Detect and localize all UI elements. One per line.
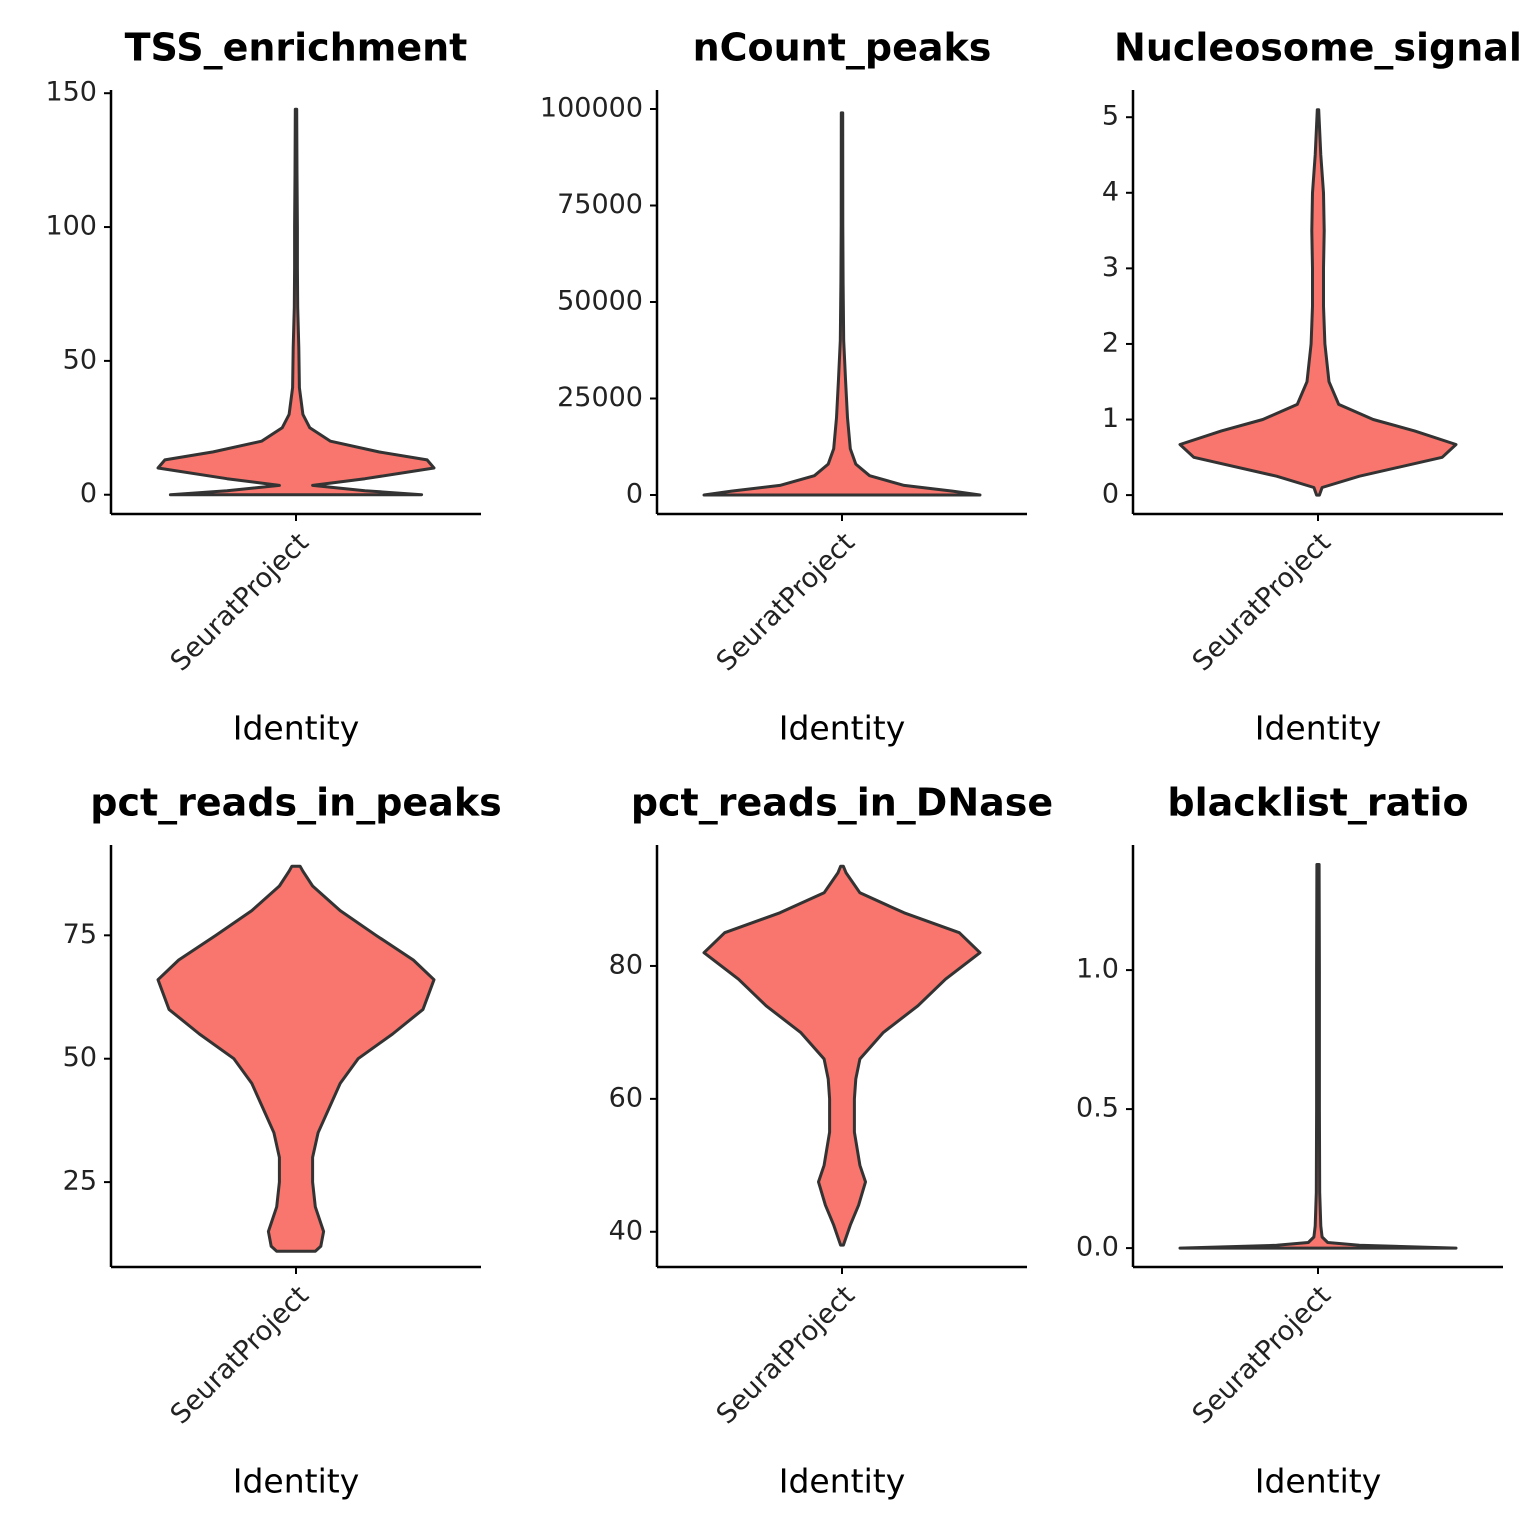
violin bbox=[156, 864, 436, 1253]
y-tick-label: 80 bbox=[609, 949, 643, 980]
violin bbox=[156, 107, 436, 497]
y-tick-label: 1 bbox=[1102, 403, 1119, 434]
x-tick-label: SeuratProject bbox=[1187, 527, 1337, 677]
y-tick-label: 100000 bbox=[540, 92, 643, 123]
y-tick-label: 2 bbox=[1102, 327, 1119, 358]
x-tick-label: SeuratProject bbox=[1187, 1280, 1337, 1430]
y-tick-label: 4 bbox=[1102, 176, 1119, 207]
y-tick-label: 0.0 bbox=[1076, 1232, 1119, 1263]
y-tick-label: 0 bbox=[626, 479, 643, 510]
x-axis-label: Identity bbox=[1255, 1462, 1381, 1501]
violin bbox=[702, 864, 982, 1247]
x-axis-label: Identity bbox=[779, 1462, 905, 1501]
y-tick-label: 50 bbox=[63, 344, 97, 375]
x-tick-label: SeuratProject bbox=[711, 1280, 861, 1430]
y-tick-label: 25000 bbox=[557, 382, 643, 413]
y-tick-label: 75 bbox=[63, 919, 97, 950]
violin bbox=[1178, 108, 1458, 497]
x-axis-label: Identity bbox=[779, 709, 905, 748]
x-axis-label: Identity bbox=[1255, 709, 1381, 748]
y-tick-label: 75000 bbox=[557, 189, 643, 220]
y-tick-label: 50 bbox=[63, 1042, 97, 1073]
chart-title: TSS_enrichment bbox=[125, 26, 468, 70]
y-tick-label: 50000 bbox=[557, 286, 643, 317]
chart-title: pct_reads_in_peaks bbox=[90, 781, 501, 825]
y-tick-label: 0 bbox=[1102, 479, 1119, 510]
violin bbox=[702, 111, 982, 497]
y-tick-label: 0.5 bbox=[1076, 1093, 1119, 1124]
x-tick-label: SeuratProject bbox=[165, 527, 315, 677]
chart-title: pct_reads_in_DNase bbox=[631, 781, 1053, 825]
y-tick-label: 150 bbox=[45, 77, 97, 108]
y-tick-label: 60 bbox=[609, 1082, 643, 1113]
x-tick-label: SeuratProject bbox=[165, 1280, 315, 1430]
chart-title: nCount_peaks bbox=[693, 26, 992, 70]
x-axis-label: Identity bbox=[233, 709, 359, 748]
y-tick-label: 1.0 bbox=[1076, 954, 1119, 985]
chart-title: Nucleosome_signal bbox=[1114, 26, 1522, 70]
y-tick-label: 40 bbox=[609, 1215, 643, 1246]
y-tick-label: 100 bbox=[45, 211, 97, 242]
y-tick-label: 25 bbox=[63, 1166, 97, 1197]
y-tick-label: 5 bbox=[1102, 101, 1119, 132]
chart-title: blacklist_ratio bbox=[1167, 781, 1468, 825]
x-axis-label: Identity bbox=[233, 1462, 359, 1501]
violin bbox=[1178, 863, 1458, 1250]
y-tick-label: 3 bbox=[1102, 252, 1119, 283]
x-tick-label: SeuratProject bbox=[711, 527, 861, 677]
y-tick-label: 0 bbox=[80, 478, 97, 509]
